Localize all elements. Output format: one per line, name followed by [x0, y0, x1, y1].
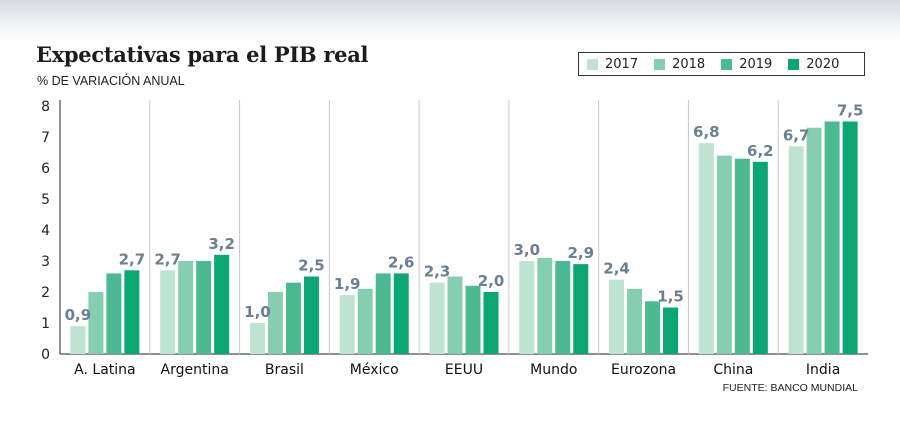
bar-2019	[375, 273, 391, 354]
legend-swatch-2017	[587, 58, 598, 70]
data-label-2017: 1,9	[334, 275, 361, 293]
data-label-2020: 6,2	[747, 142, 774, 160]
bar-2020	[663, 307, 679, 354]
bar-2018	[627, 288, 643, 354]
bar-2019	[285, 282, 301, 354]
bar-2020	[393, 273, 409, 354]
bar-2018	[716, 155, 732, 354]
data-label-2020: 1,5	[657, 288, 684, 306]
data-label-2017: 6,7	[783, 126, 810, 144]
legend-item-2017: 2017	[587, 57, 638, 72]
legend-label-2020: 2020	[806, 56, 840, 72]
bar-2020	[124, 270, 140, 354]
bar-2017	[429, 282, 445, 354]
bar-2020	[573, 264, 589, 354]
bar-2018	[178, 261, 194, 354]
data-label-2017: 0,9	[65, 306, 92, 324]
data-label-2020: 2,0	[478, 272, 505, 290]
bar-2017	[698, 143, 714, 354]
x-tick-label: Mundo	[530, 362, 577, 378]
bar-2017	[249, 323, 265, 354]
bar-2017	[609, 279, 625, 354]
data-label-2020: 2,7	[119, 250, 146, 268]
legend-swatch-2019	[721, 58, 733, 70]
y-tick-label: 8	[41, 99, 50, 115]
x-tick-label: India	[806, 362, 840, 378]
data-label-2020: 2,5	[298, 257, 325, 275]
data-label-2017: 2,3	[424, 263, 451, 281]
y-tick-label: 1	[41, 316, 50, 332]
bar-2018	[537, 257, 553, 354]
bar-2017	[160, 270, 176, 354]
bar-2019	[734, 158, 750, 354]
bar-2017	[788, 146, 804, 354]
bar-2019	[196, 261, 212, 354]
data-label-2020: 2,6	[388, 253, 415, 271]
bar-2017	[519, 261, 535, 354]
y-tick-label: 7	[41, 130, 50, 146]
y-tick-label: 4	[41, 223, 50, 239]
data-label-2017: 2,4	[603, 260, 630, 278]
data-label-2017: 1,0	[244, 303, 271, 321]
x-tick-label: China	[713, 362, 753, 378]
chart-title: Expectativas para el PIB real	[36, 42, 369, 67]
bar-2019	[555, 261, 571, 354]
x-tick-label: Eurozona	[611, 362, 676, 378]
data-label-2017: 3,0	[513, 241, 540, 259]
data-label-2020: 3,2	[208, 235, 235, 253]
bar-2019	[465, 285, 481, 354]
legend-label-2018: 2018	[672, 56, 706, 72]
bar-2020	[752, 161, 768, 354]
y-tick-label: 0	[41, 347, 50, 363]
bar-2018	[267, 292, 283, 354]
data-label-2017: 6,8	[693, 123, 720, 141]
bar-2020	[303, 276, 319, 354]
legend-label-2017: 2017	[605, 56, 639, 72]
bar-2018	[447, 276, 463, 354]
bar-2018	[88, 292, 104, 354]
bar-2017	[339, 295, 355, 354]
x-tick-label: Argentina	[161, 362, 229, 378]
y-tick-label: 6	[41, 161, 50, 177]
bar-2019	[106, 273, 122, 354]
x-tick-label: México	[350, 362, 399, 378]
bar-2018	[357, 288, 373, 354]
legend-item-2018: 2018	[654, 57, 705, 72]
y-tick-label: 5	[41, 192, 50, 208]
chart-legend: 2017 2018 2019 2020	[578, 52, 865, 76]
y-tick-label: 2	[41, 285, 50, 301]
legend-item-2020: 2020	[788, 57, 839, 72]
data-label-2020: 7,5	[837, 102, 864, 120]
bar-2019	[645, 301, 661, 354]
y-tick-label: 3	[41, 254, 50, 270]
x-tick-label: A. Latina	[74, 362, 135, 378]
data-label-2020: 2,9	[567, 244, 594, 262]
x-tick-label: EEUU	[445, 362, 483, 378]
x-tick-label: Brasil	[265, 362, 304, 378]
source-note: FUENTE: BANCO MUNDIAL	[722, 382, 858, 394]
chart-subtitle: % DE VARIACIÓN ANUAL	[37, 74, 185, 88]
legend-swatch-2020	[788, 58, 800, 70]
bar-2020	[483, 292, 499, 354]
bar-2019	[824, 121, 840, 354]
data-label-2017: 2,7	[154, 250, 181, 268]
legend-swatch-2018	[654, 58, 666, 70]
bar-2020	[214, 254, 230, 354]
legend-label-2019: 2019	[739, 56, 773, 72]
bar-2018	[806, 127, 822, 354]
bar-2017	[70, 326, 86, 354]
legend-item-2019: 2019	[721, 57, 772, 72]
bar-2020	[842, 121, 858, 354]
